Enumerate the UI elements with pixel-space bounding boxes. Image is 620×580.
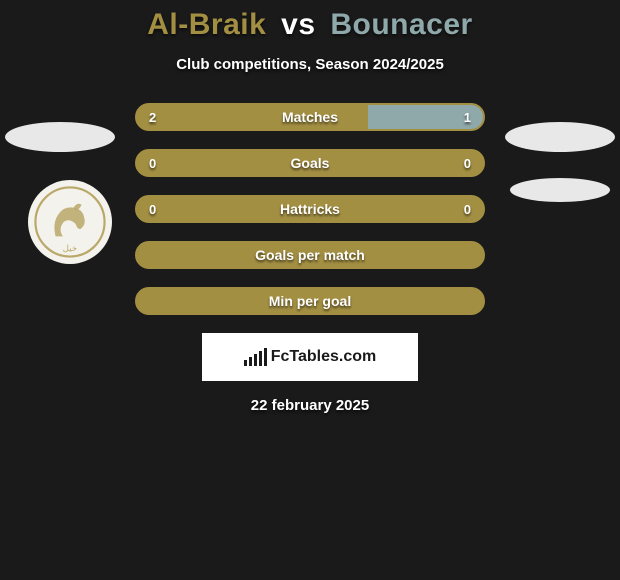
vs-text: vs	[281, 8, 315, 41]
stat-row: Min per goal	[135, 287, 485, 315]
stats-block: Matches21Goals00Hattricks00Goals per mat…	[135, 103, 485, 315]
stat-label: Hattricks	[137, 197, 483, 221]
stat-value-right: 0	[464, 197, 471, 221]
logo-inner: FcTables.com	[244, 348, 377, 366]
bars-icon	[244, 348, 267, 366]
stat-value-right: 0	[464, 151, 471, 175]
stat-row: Goals0 0	[135, 149, 485, 177]
bar-icon-segment	[254, 354, 257, 366]
stat-value-right: 1	[464, 105, 471, 129]
stat-label: Goals per match	[137, 243, 483, 267]
stat-label: Goals	[137, 151, 483, 175]
page-title: Al-Braik vs Bounacer	[0, 8, 620, 42]
bar-icon-segment	[249, 357, 252, 366]
stat-row: Goals per match	[135, 241, 485, 269]
horse-crest-icon: خيل	[34, 186, 106, 258]
fctables-logo[interactable]: FcTables.com	[202, 333, 418, 381]
stat-row: Matches2 1	[135, 103, 485, 131]
player2-secondary-ellipse	[510, 178, 610, 202]
player1-name: Al-Braik	[147, 8, 266, 41]
player2-team-ellipse	[505, 122, 615, 152]
stat-value-left: 0	[149, 197, 156, 221]
bar-icon-segment	[259, 351, 262, 366]
bar-icon-segment	[264, 348, 267, 366]
player1-club-badge: خيل	[28, 180, 112, 264]
svg-text:خيل: خيل	[63, 243, 77, 253]
date-text: 22 february 2025	[0, 397, 620, 414]
bar-icon-segment	[244, 360, 247, 366]
stat-label: Matches	[137, 105, 483, 129]
stat-value-left: 0	[149, 151, 156, 175]
stat-row: Hattricks0 0	[135, 195, 485, 223]
stat-label: Min per goal	[137, 289, 483, 313]
logo-text: FcTables.com	[271, 348, 377, 366]
player2-name: Bounacer	[330, 8, 472, 41]
player1-team-ellipse	[5, 122, 115, 152]
stat-value-left: 2	[149, 105, 156, 129]
subtitle: Club competitions, Season 2024/2025	[0, 56, 620, 73]
